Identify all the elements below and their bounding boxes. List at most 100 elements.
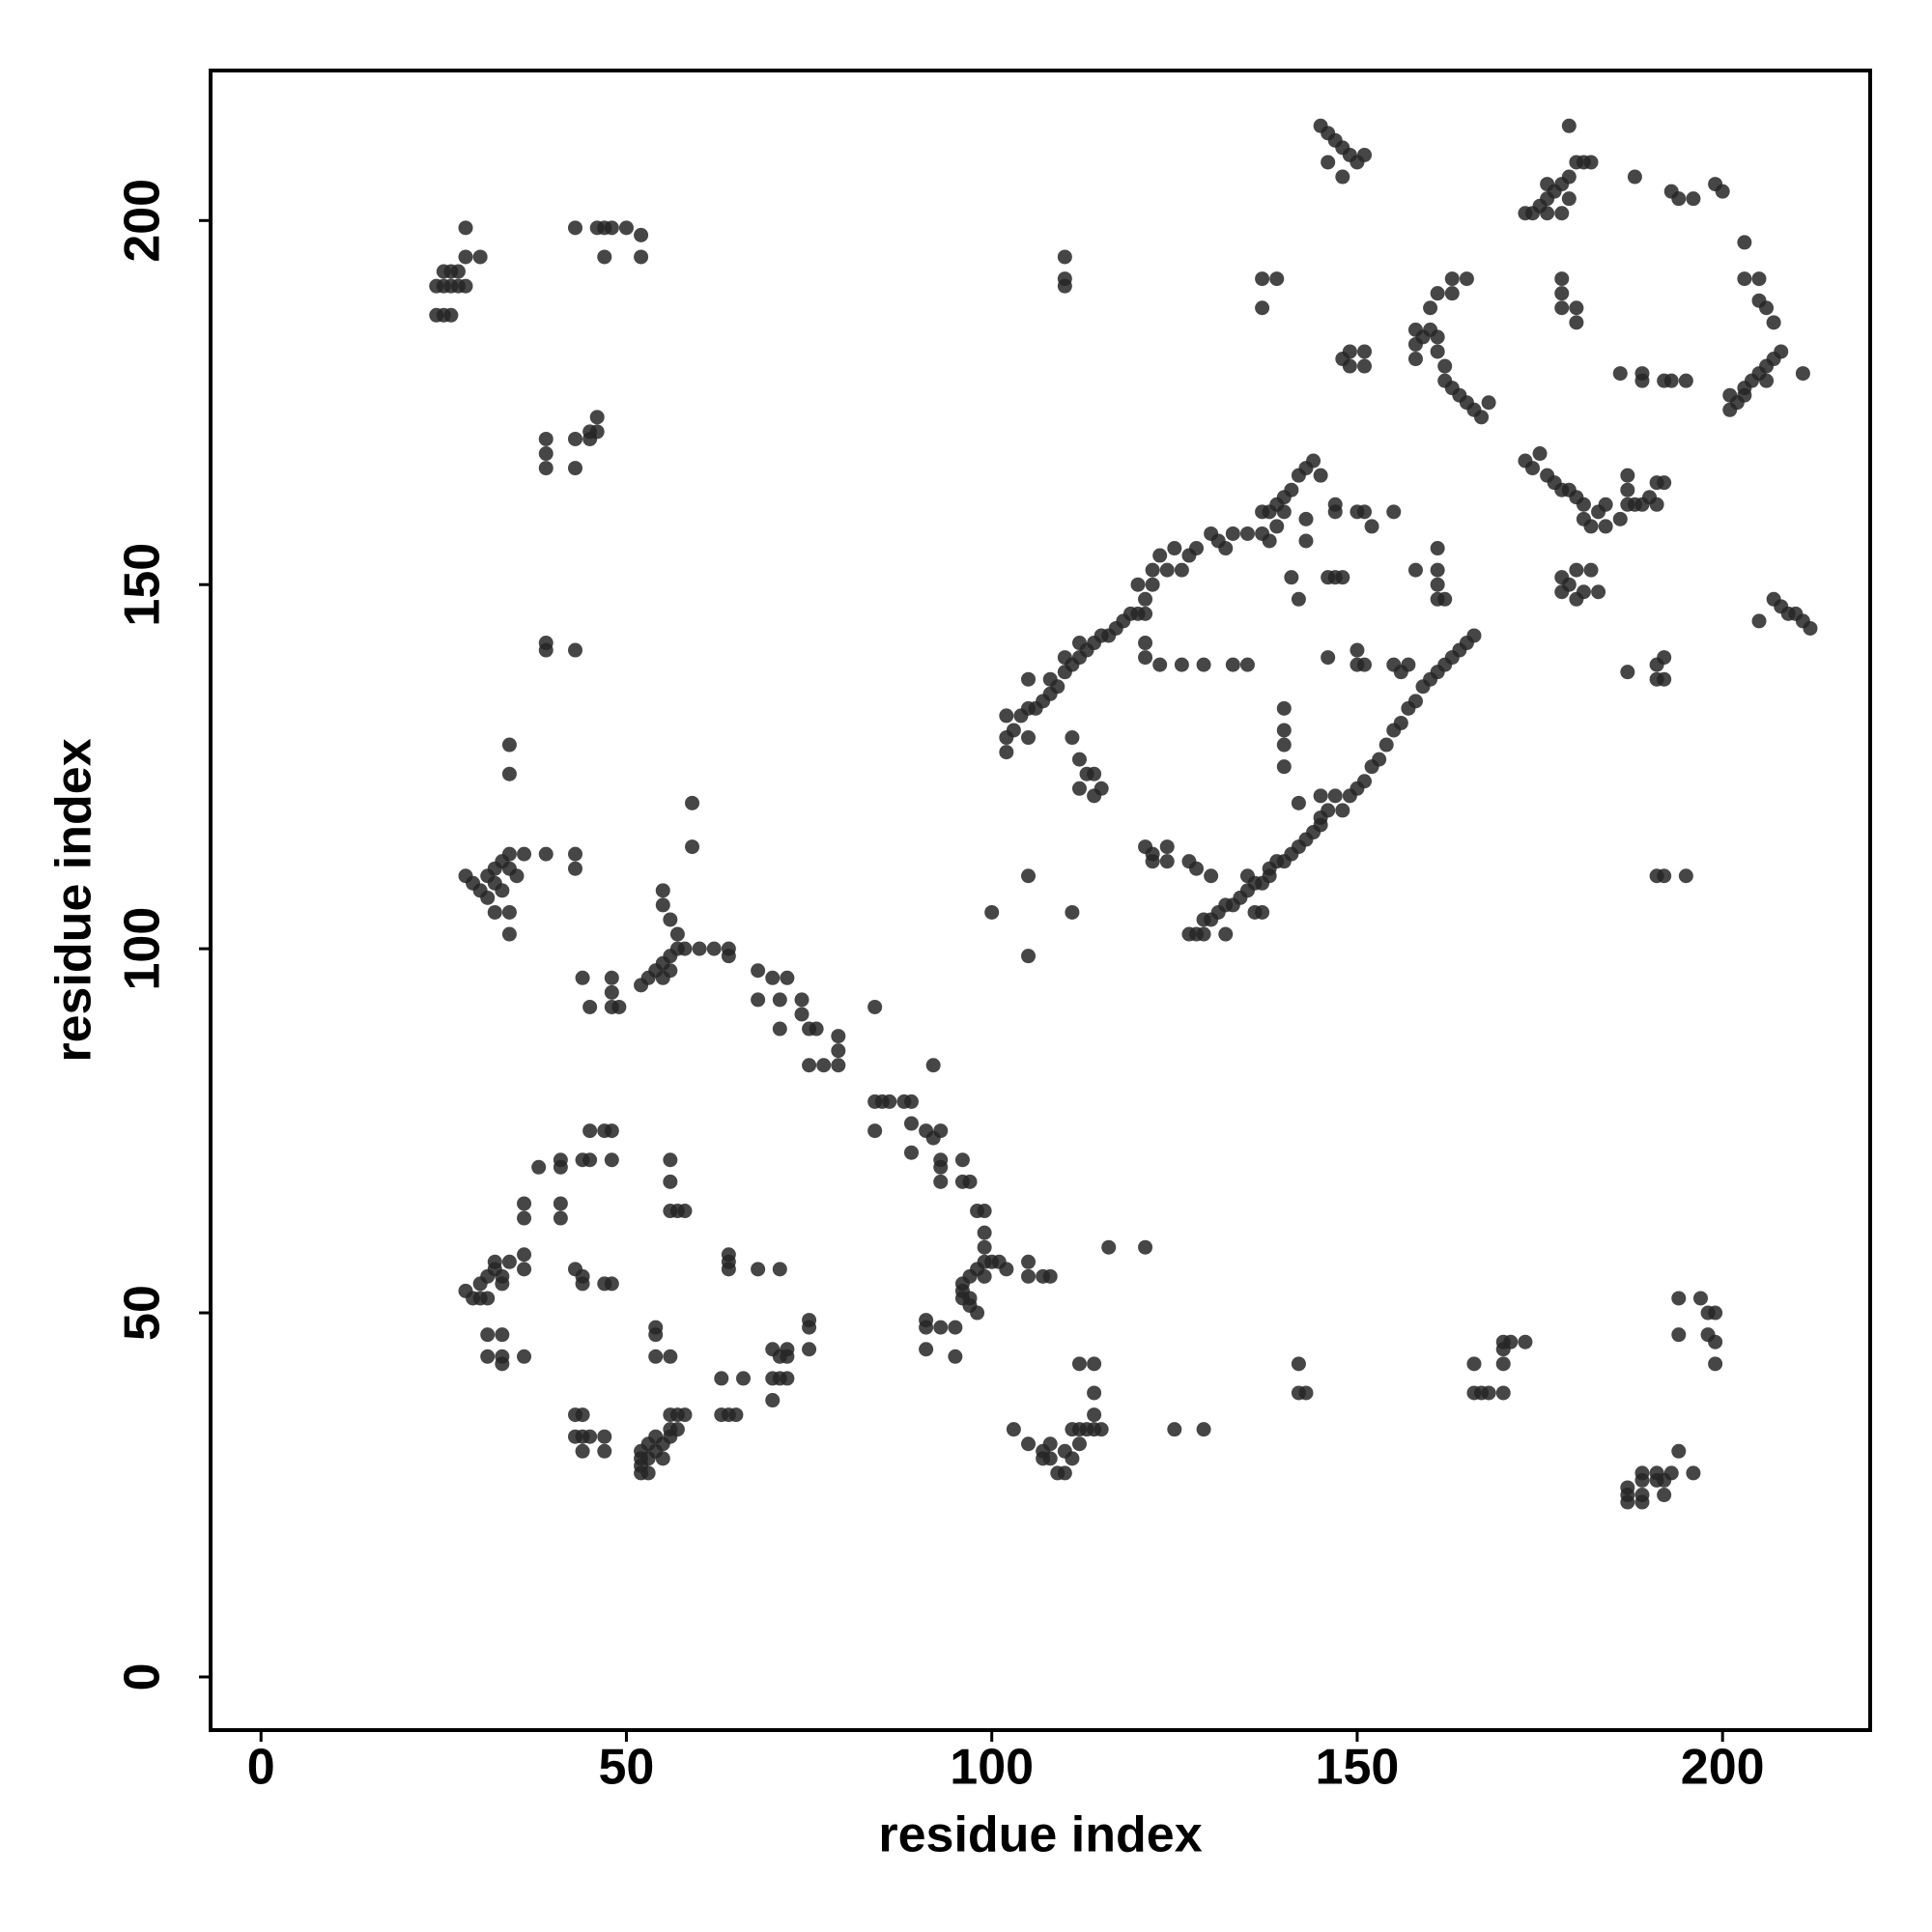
point xyxy=(1196,1422,1211,1437)
point xyxy=(1021,868,1037,884)
point xyxy=(802,1058,817,1073)
point xyxy=(487,904,502,920)
point xyxy=(1006,1422,1021,1437)
point xyxy=(1576,584,1591,600)
point xyxy=(1327,504,1343,520)
point xyxy=(1255,300,1270,316)
point xyxy=(1087,1385,1102,1401)
point xyxy=(472,249,488,265)
point xyxy=(1532,446,1548,462)
point xyxy=(1138,591,1153,607)
point xyxy=(1269,271,1285,287)
point xyxy=(640,1465,656,1481)
point xyxy=(1350,642,1365,658)
point xyxy=(772,1262,787,1277)
point xyxy=(1196,926,1211,942)
point xyxy=(1218,926,1234,942)
x-tick-label: 50 xyxy=(599,1740,655,1796)
point xyxy=(1276,723,1292,738)
point xyxy=(1437,358,1453,374)
point xyxy=(1503,1334,1519,1350)
point xyxy=(1357,344,1373,359)
point xyxy=(1057,249,1072,265)
point xyxy=(809,1021,824,1037)
point xyxy=(831,1029,846,1044)
point xyxy=(1554,286,1570,301)
point xyxy=(1174,562,1189,578)
point xyxy=(509,868,525,884)
point xyxy=(677,1407,693,1423)
point xyxy=(780,1371,795,1386)
point xyxy=(1291,591,1306,607)
point xyxy=(1620,1480,1635,1495)
point xyxy=(495,883,510,898)
point xyxy=(1042,1436,1058,1452)
point xyxy=(604,984,619,1000)
point xyxy=(1335,570,1350,585)
point xyxy=(589,410,605,425)
point xyxy=(1145,854,1160,869)
point xyxy=(706,941,722,956)
point xyxy=(655,883,670,898)
point xyxy=(977,1225,992,1240)
point xyxy=(1225,657,1240,672)
point xyxy=(1298,533,1314,549)
point xyxy=(1634,1488,1650,1503)
point xyxy=(919,1342,934,1357)
point xyxy=(531,1159,547,1175)
point xyxy=(1803,620,1818,636)
point xyxy=(575,970,590,985)
point xyxy=(582,999,598,1014)
point xyxy=(553,1152,568,1168)
point xyxy=(604,220,619,236)
point xyxy=(1612,511,1628,526)
point xyxy=(728,1407,744,1423)
point xyxy=(663,963,678,979)
point xyxy=(1671,1443,1687,1459)
point xyxy=(1678,373,1693,388)
point xyxy=(597,1429,612,1444)
point xyxy=(831,1058,846,1073)
point xyxy=(597,1443,612,1459)
point xyxy=(575,1407,590,1423)
point xyxy=(604,1123,619,1139)
point xyxy=(501,766,517,781)
point xyxy=(1313,788,1328,804)
point xyxy=(604,1152,619,1168)
point xyxy=(867,1123,883,1139)
point xyxy=(962,1174,978,1189)
point xyxy=(1372,752,1387,767)
point xyxy=(1620,468,1635,483)
point xyxy=(1554,206,1570,221)
point xyxy=(480,1349,496,1364)
point xyxy=(1715,184,1730,199)
point xyxy=(1708,1305,1723,1321)
point xyxy=(1138,606,1153,621)
point xyxy=(1569,300,1584,316)
point xyxy=(458,249,473,265)
point xyxy=(1430,329,1445,345)
point xyxy=(501,904,517,920)
point xyxy=(816,1058,832,1073)
point xyxy=(553,1210,568,1226)
point xyxy=(1276,737,1292,753)
point xyxy=(1524,461,1540,476)
point xyxy=(538,642,554,658)
point xyxy=(663,1174,678,1189)
point xyxy=(1686,191,1701,207)
point xyxy=(802,1320,817,1335)
point xyxy=(582,1123,598,1139)
point xyxy=(1657,1488,1672,1503)
point xyxy=(553,1196,568,1211)
point xyxy=(1152,548,1168,563)
point xyxy=(933,1123,949,1139)
point xyxy=(1554,271,1570,287)
point xyxy=(1335,803,1350,818)
point xyxy=(735,1371,751,1386)
point xyxy=(538,431,554,446)
point xyxy=(1657,475,1672,491)
point xyxy=(495,1356,510,1372)
point xyxy=(1591,584,1606,600)
point xyxy=(1071,781,1087,796)
point xyxy=(1313,468,1328,483)
